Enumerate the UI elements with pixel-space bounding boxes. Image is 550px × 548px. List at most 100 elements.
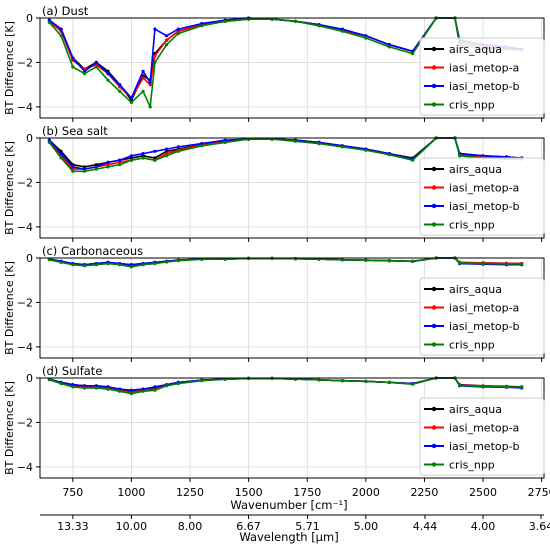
data-point-iasi_metop-b (118, 158, 122, 162)
x-tick-label-wavelength: 10.00 (116, 520, 148, 533)
data-point-iasi_metop-b (364, 34, 368, 38)
legend-box (419, 397, 545, 476)
data-point-airs_aqua (82, 165, 87, 169)
data-point-cris_npp (317, 142, 321, 146)
data-point-iasi_metop-b (153, 149, 157, 153)
legend: airs_aqua iasi_metop-a iasi_metop-b cris_np… (419, 397, 545, 476)
data-point-cris_npp (364, 379, 368, 383)
data-point-cris_npp (200, 379, 204, 383)
legend-label-cris_npp: cris_npp (449, 339, 495, 352)
data-point-iasi_metop-b (481, 154, 485, 158)
data-point-cris_npp (59, 260, 63, 264)
data-point-iasi_metop-b (47, 18, 52, 22)
data-point-iasi_metop-a (165, 38, 169, 42)
data-point-cris_npp (71, 263, 75, 267)
data-point-cris_npp (364, 148, 368, 152)
panel-2: 0 −2 −4 (b) Sea salt BT Difference [K] airs_a… (3, 124, 545, 242)
x-tick-label-wavenumber: 2250 (410, 486, 438, 499)
x-tick-label-wavelength: 5.71 (295, 520, 320, 533)
legend-label-airs_aqua: airs_aqua (449, 43, 502, 56)
y-tick-label: 0 (26, 132, 33, 145)
data-point-cris_npp (47, 140, 52, 144)
data-point-iasi_metop-b (106, 160, 110, 164)
data-point-iasi_metop-b (153, 27, 157, 31)
legend-box (419, 277, 545, 356)
legend-marker-iasi_metop-b (431, 203, 437, 209)
legend-label-airs_aqua: airs_aqua (449, 403, 502, 416)
data-point-airs_aqua (153, 156, 157, 160)
legend-marker-cris_npp (431, 222, 437, 227)
data-point-cris_npp (165, 154, 169, 158)
x-tick-label-wavelength: 13.33 (57, 520, 89, 533)
data-point-cris_npp (223, 140, 227, 144)
data-point-iasi_metop-b (106, 72, 110, 76)
x-tick-label-wavenumber: 1750 (293, 486, 321, 499)
data-point-cris_npp (82, 386, 87, 390)
data-point-cris_npp (94, 263, 98, 267)
data-point-iasi_metop-b (387, 43, 391, 47)
data-point-iasi_metop-b (47, 138, 52, 142)
data-point-cris_npp (176, 149, 180, 153)
data-point-iasi_metop-b (71, 56, 75, 60)
legend-box (419, 37, 545, 116)
legend-label-iasi_metop-a: iasi_metop-a (449, 182, 519, 195)
legend-box (419, 157, 545, 236)
y-tick-label: −4 (17, 101, 33, 114)
data-point-cris_npp (481, 384, 485, 388)
data-point-cris_npp (317, 378, 321, 382)
data-point-iasi_metop-b (82, 384, 87, 388)
legend: airs_aqua iasi_metop-a iasi_metop-b cris_np… (419, 157, 545, 236)
x-tick-label-wavenumber: 2500 (469, 486, 497, 499)
data-point-iasi_metop-b (165, 147, 169, 151)
data-point-cris_npp (458, 154, 462, 158)
x-tick-label-wavelength: 4.00 (471, 520, 496, 533)
legend-marker-cris_npp (431, 342, 437, 347)
data-point-iasi_metop-b (129, 96, 133, 100)
data-point-cris_npp (148, 105, 152, 109)
data-point-cris_npp (387, 45, 391, 49)
y-tick-label: 0 (26, 252, 33, 265)
legend-label-iasi_metop-a: iasi_metop-a (449, 62, 519, 75)
data-point-iasi_metop-b (82, 167, 87, 171)
data-point-cris_npp (71, 65, 75, 69)
data-point-cris_npp (340, 258, 344, 262)
y-axis-label: BT Difference [K] (3, 141, 16, 235)
data-point-iasi_metop-a (153, 54, 157, 58)
data-point-cris_npp (176, 382, 180, 386)
data-point-iasi_metop-a (176, 29, 180, 33)
x-tick-label-wavenumber: 750 (62, 486, 83, 499)
data-point-cris_npp (387, 380, 391, 384)
y-tick-label: 0 (26, 12, 33, 25)
legend-label-cris_npp: cris_npp (449, 99, 495, 112)
data-point-cris_npp (481, 262, 485, 266)
data-point-cris_npp (106, 387, 110, 391)
data-point-cris_npp (129, 158, 133, 162)
data-point-cris_npp (200, 144, 204, 148)
y-tick-label: 0 (26, 372, 33, 385)
y-axis-label: BT Difference [K] (3, 261, 16, 355)
legend-label-iasi_metop-b: iasi_metop-b (449, 80, 520, 93)
data-point-cris_npp (364, 36, 368, 40)
data-point-iasi_metop-b (148, 80, 152, 84)
data-point-cris_npp (411, 259, 415, 263)
legend-marker-airs_aqua (431, 46, 437, 52)
x-tick-label-wavelength: 6.67 (236, 520, 261, 533)
data-point-iasi_metop-b (340, 27, 344, 31)
data-point-cris_npp (176, 31, 180, 36)
data-point-cris_npp (129, 265, 133, 269)
y-tick-label: −2 (17, 416, 33, 429)
data-point-cris_npp (118, 389, 122, 393)
data-point-iasi_metop-b (153, 385, 157, 389)
data-point-cris_npp (340, 29, 344, 33)
data-point-cris_npp (118, 89, 122, 93)
data-point-cris_npp (82, 264, 87, 268)
x-tick-label-wavenumber: 1500 (235, 486, 263, 499)
x-tick-label-wavelength: 5.00 (354, 520, 379, 533)
legend-label-iasi_metop-b: iasi_metop-b (449, 440, 520, 453)
data-point-cris_npp (293, 19, 298, 23)
panel-3: 0 −2 −4 (c) Carbonaceous BT Difference [K] ai… (3, 244, 545, 362)
legend-marker-iasi_metop-a (431, 65, 437, 70)
data-point-iasi_metop-b (129, 154, 133, 158)
